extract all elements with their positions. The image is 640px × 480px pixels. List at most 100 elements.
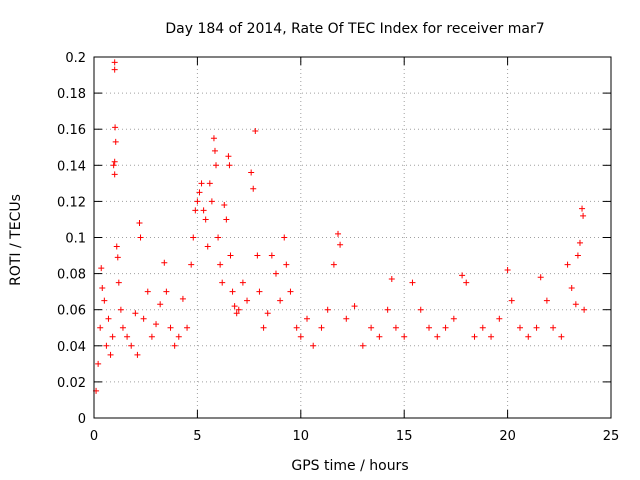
data-point	[219, 279, 226, 286]
y-tick-label: 0.02	[57, 376, 86, 391]
data-point	[579, 205, 586, 212]
data-point	[293, 324, 300, 331]
data-point	[223, 216, 230, 223]
data-point	[310, 342, 317, 349]
data-point	[204, 243, 211, 250]
data-point	[140, 315, 147, 322]
data-point	[231, 303, 238, 310]
data-point	[115, 279, 122, 286]
x-tick-label: 0	[90, 429, 98, 444]
data-point	[450, 315, 457, 322]
data-point	[442, 324, 449, 331]
data-point	[161, 259, 168, 266]
data-point	[134, 351, 141, 358]
data-point	[128, 342, 135, 349]
y-tick-label: 0.2	[65, 51, 86, 66]
data-point	[426, 324, 433, 331]
data-point	[254, 252, 261, 259]
data-points	[93, 59, 588, 394]
data-point	[384, 306, 391, 313]
data-point	[196, 189, 203, 196]
data-point	[95, 360, 102, 367]
data-point	[109, 333, 116, 340]
y-tick-label: 0.08	[57, 268, 86, 283]
chart-title: Day 184 of 2014, Rate Of TEC Index for r…	[165, 21, 544, 37]
data-point	[244, 297, 251, 304]
data-point	[111, 59, 118, 66]
data-point	[137, 234, 144, 241]
x-tick-label: 15	[396, 429, 413, 444]
data-point	[226, 162, 233, 169]
data-point	[114, 254, 121, 261]
data-point	[175, 333, 182, 340]
axis-ticks: 0 0.02 0.04 0.06 0.08 0.1 0.12 0.14 0.16 0.18 0.2 0…	[57, 51, 619, 444]
data-point	[119, 324, 126, 331]
data-point	[105, 315, 112, 322]
data-point	[324, 306, 331, 313]
data-point	[192, 207, 199, 214]
data-point	[110, 162, 117, 169]
data-point	[459, 272, 466, 279]
data-point	[351, 303, 358, 310]
data-point	[517, 324, 524, 331]
data-point	[580, 212, 587, 219]
data-point	[171, 342, 178, 349]
data-point	[479, 324, 486, 331]
x-axis-label: GPS time / hours	[291, 458, 408, 474]
data-point	[409, 279, 416, 286]
data-point	[537, 274, 544, 281]
data-point	[167, 324, 174, 331]
data-point	[225, 153, 232, 160]
data-point	[543, 297, 550, 304]
data-point	[401, 333, 408, 340]
data-point	[337, 241, 344, 248]
plot-area-border	[93, 56, 612, 419]
data-point	[233, 310, 240, 317]
y-tick-label: 0	[78, 412, 86, 427]
y-axis-label: ROTI / TECUs	[8, 194, 24, 286]
x-tick-label: 20	[499, 429, 516, 444]
x-tick-label: 10	[293, 429, 310, 444]
data-point	[213, 162, 220, 169]
data-point	[287, 288, 294, 295]
data-point	[111, 66, 118, 73]
data-point	[111, 158, 118, 165]
data-point	[112, 138, 119, 145]
y-tick-label: 0.18	[57, 87, 86, 102]
data-point	[101, 297, 108, 304]
y-tick-label: 0.04	[57, 340, 86, 355]
data-point	[194, 198, 201, 205]
data-point	[581, 306, 588, 313]
data-point	[256, 288, 263, 295]
data-point	[564, 261, 571, 268]
data-point	[359, 342, 366, 349]
data-point	[525, 333, 532, 340]
data-point	[343, 315, 350, 322]
data-point	[368, 324, 375, 331]
data-point	[97, 324, 104, 331]
data-point	[260, 324, 267, 331]
data-point	[103, 342, 110, 349]
data-point	[434, 333, 441, 340]
data-point	[508, 297, 515, 304]
data-point	[190, 234, 197, 241]
data-point	[417, 306, 424, 313]
y-tick-label: 0.16	[57, 123, 86, 138]
data-point	[111, 171, 118, 178]
data-point	[568, 285, 575, 292]
data-point	[250, 185, 257, 192]
data-point	[210, 135, 217, 142]
data-point	[206, 180, 213, 187]
data-point	[572, 301, 579, 308]
data-point	[283, 261, 290, 268]
data-point	[488, 333, 495, 340]
data-point	[215, 234, 222, 241]
grid-lines	[94, 57, 611, 418]
data-point	[124, 333, 131, 340]
data-point	[179, 295, 186, 302]
data-point	[558, 333, 565, 340]
data-point	[200, 207, 207, 214]
data-point	[217, 261, 224, 268]
data-point	[117, 306, 124, 313]
data-point	[496, 315, 503, 322]
